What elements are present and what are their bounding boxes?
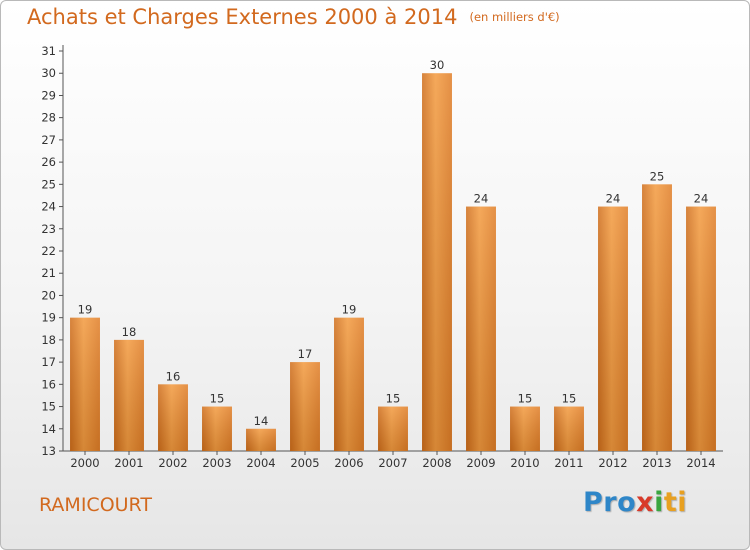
y-tick-label: 25 (41, 177, 56, 191)
data-label-2007: 15 (386, 392, 401, 406)
x-tick-label-2014: 2014 (686, 456, 715, 470)
logo-part-3: i (654, 487, 664, 518)
logo-part-1: Pro (583, 487, 637, 518)
bar-shade-2010 (510, 406, 540, 451)
data-label-2014: 24 (694, 192, 709, 206)
y-tick-label: 20 (41, 288, 56, 302)
y-tick-label: 21 (41, 266, 56, 280)
data-label-2008: 30 (430, 58, 445, 72)
y-tick-label: 31 (41, 44, 56, 58)
y-tick-label: 27 (41, 133, 56, 147)
y-tick-label: 29 (41, 88, 56, 102)
chart-title: Achats et Charges Externes 2000 à 2014 (e… (27, 5, 560, 29)
x-tick-label-2000: 2000 (70, 456, 99, 470)
bar-shade-2011 (554, 406, 584, 451)
y-tick-label: 14 (41, 422, 56, 436)
x-tick-label-2007: 2007 (378, 456, 407, 470)
bar-shade-2007 (378, 406, 408, 451)
bar-shade-2003 (202, 406, 232, 451)
place-name: RAMICOURT (39, 494, 152, 516)
y-tick-label: 30 (41, 66, 56, 80)
x-tick-label-2013: 2013 (642, 456, 671, 470)
y-tick-label: 18 (41, 333, 56, 347)
bar-shade-2004 (246, 428, 276, 451)
x-tick-label-2004: 2004 (246, 456, 275, 470)
data-label-2006: 19 (342, 303, 357, 317)
data-label-2010: 15 (518, 392, 533, 406)
data-label-2001: 18 (122, 325, 137, 339)
x-tick-label-2011: 2011 (554, 456, 583, 470)
y-tick-label: 28 (41, 111, 56, 125)
chart-subtitle: (en milliers d'€) (469, 10, 560, 24)
data-label-2011: 15 (562, 392, 577, 406)
data-label-2013: 25 (650, 169, 665, 183)
bar-shade-2014 (686, 206, 716, 451)
data-label-2004: 14 (254, 414, 269, 428)
chart-title-text: Achats et Charges Externes 2000 à 2014 (27, 5, 458, 29)
data-label-2003: 15 (210, 392, 225, 406)
y-tick-label: 19 (41, 311, 56, 325)
x-tick-label-2010: 2010 (510, 456, 539, 470)
y-tick-label: 16 (41, 377, 56, 391)
data-label-2012: 24 (606, 192, 621, 206)
x-tick-label-2012: 2012 (598, 456, 627, 470)
data-label-2000: 19 (78, 303, 93, 317)
bar-shade-2009 (466, 206, 496, 451)
bar-shade-2012 (598, 206, 628, 451)
x-tick-label-2003: 2003 (202, 456, 231, 470)
y-tick-label: 22 (41, 244, 56, 258)
x-tick-label-2008: 2008 (422, 456, 451, 470)
y-tick-label: 23 (41, 222, 56, 236)
proxiti-logo: Proxiti (583, 487, 687, 518)
y-tick-label: 24 (41, 200, 56, 214)
logo-part-4: ti (663, 487, 688, 518)
x-tick-label-2006: 2006 (334, 456, 363, 470)
y-tick-label: 13 (41, 444, 56, 458)
x-tick-label-2002: 2002 (158, 456, 187, 470)
y-tick-label: 26 (41, 155, 56, 169)
bar-shade-2005 (290, 362, 320, 451)
x-tick-label-2009: 2009 (466, 456, 495, 470)
bar-shade-2000 (70, 317, 100, 451)
data-label-2002: 16 (166, 369, 181, 383)
bar-shade-2008 (422, 73, 452, 451)
data-label-2005: 17 (298, 347, 313, 361)
bar-shade-2006 (334, 317, 364, 451)
bar-shade-2001 (114, 339, 144, 451)
y-tick-label: 15 (41, 400, 56, 414)
bar-shade-2002 (158, 384, 188, 451)
data-label-2009: 24 (474, 192, 489, 206)
x-tick-label-2001: 2001 (114, 456, 143, 470)
y-tick-label: 17 (41, 355, 56, 369)
logo-part-2: x (636, 487, 655, 518)
bar-shade-2013 (642, 184, 672, 452)
x-tick-label-2005: 2005 (290, 456, 319, 470)
chart-bars (70, 73, 716, 452)
chart-labels: 13 14 15 16 17 18 19 20 21 22 23 24 25 26 27 28 29 30 31 20… (41, 44, 715, 470)
